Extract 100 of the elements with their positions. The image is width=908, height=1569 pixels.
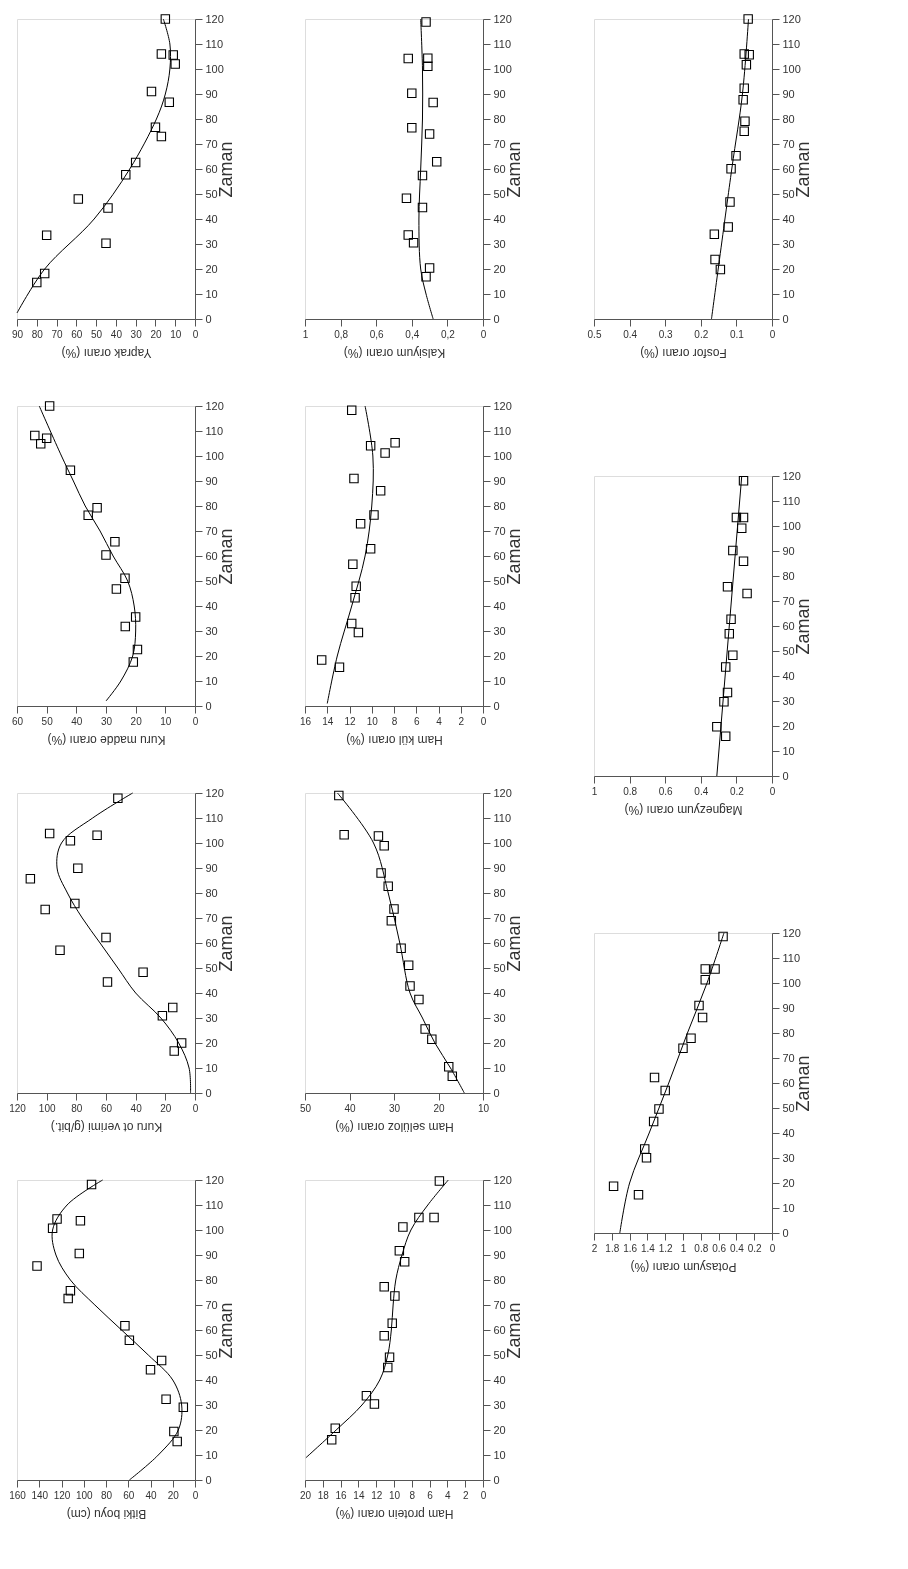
y-tick-label: 0 — [782, 769, 789, 782]
point — [423, 61, 433, 71]
x-tick-label: 50 — [299, 1102, 312, 1114]
point — [726, 164, 736, 174]
x-tick-label: 0,4 — [405, 328, 420, 340]
point — [608, 1181, 619, 1191]
x-tick-label: 30 — [388, 1102, 401, 1114]
point — [170, 59, 180, 69]
x-tick-label: 20 — [150, 328, 162, 340]
y-tick-label: 90 — [493, 87, 506, 100]
x-tick-label: 80 — [31, 328, 44, 340]
y-tick-label: 40 — [493, 986, 506, 999]
y-tick-label: 110 — [493, 1198, 512, 1211]
y-tick-label: 20 — [493, 1036, 506, 1049]
point — [40, 904, 50, 915]
x-tick-label: 160 — [9, 1489, 27, 1501]
y-tick-label: 70 — [493, 911, 506, 924]
x-tick-label: 20 — [299, 1489, 312, 1501]
point — [640, 1144, 650, 1154]
point — [168, 50, 178, 60]
x-tick-label: 0.4 — [729, 1242, 745, 1254]
y-tick-label: 110 — [205, 424, 224, 437]
point — [641, 1153, 652, 1163]
y-tick-label: 100 — [205, 836, 224, 849]
y-tick-label: 90 — [782, 87, 795, 100]
y-tick-label: 20 — [782, 1176, 795, 1189]
point — [355, 519, 366, 529]
point — [389, 904, 399, 914]
point — [709, 229, 720, 239]
point — [403, 230, 413, 240]
point — [334, 790, 344, 801]
y-tick-label: 40 — [205, 599, 218, 612]
point — [169, 1426, 179, 1437]
point — [744, 50, 754, 60]
point — [383, 1362, 393, 1373]
x-axis-title: Ham selüloz oranı (%) — [335, 1119, 454, 1134]
y-tick-label: 50 — [493, 961, 506, 974]
point — [138, 967, 148, 977]
y-tick-label: 40 — [205, 986, 218, 999]
point — [365, 544, 376, 554]
point — [720, 662, 731, 672]
y-tick-label: 50 — [782, 187, 795, 200]
y-tick-label: 90 — [782, 1001, 795, 1014]
x-tick-label: 60 — [71, 328, 83, 340]
x-tick-label: 10 — [388, 1489, 401, 1501]
y-tick-label: 50 — [205, 1348, 218, 1361]
y-tick-label: 100 — [782, 62, 801, 75]
point — [718, 931, 728, 942]
point — [414, 994, 424, 1005]
point — [128, 657, 139, 667]
y-tick-label: 40 — [493, 1373, 506, 1386]
x-tick-label: 0.5 — [587, 328, 602, 340]
point — [417, 170, 428, 181]
point — [52, 1214, 62, 1224]
y-tick-label: 10 — [493, 1061, 506, 1074]
x-tick-label: 100 — [38, 1102, 56, 1114]
x-axis-title: Yaprak oranı (%) — [61, 345, 152, 360]
point — [633, 1190, 644, 1200]
y-tick-label: 120 — [493, 1173, 512, 1186]
y-tick-label: 20 — [493, 1423, 506, 1436]
x-tick-label: 60 — [11, 715, 24, 727]
y-tick-label: 0 — [782, 1226, 789, 1239]
point — [150, 122, 161, 132]
point — [731, 512, 742, 523]
y-tick-label: 20 — [493, 649, 506, 662]
y-tick-label: 110 — [205, 37, 224, 50]
point — [408, 238, 419, 248]
point — [431, 157, 442, 167]
y-tick-label: 30 — [782, 1151, 795, 1164]
y-tick-label: 100 — [493, 449, 512, 462]
y-tick-label: 40 — [205, 1373, 218, 1386]
x-tick-label: 0.8 — [694, 1242, 709, 1254]
point — [424, 263, 435, 273]
x-tick-label: 120 — [9, 1102, 27, 1114]
point — [738, 512, 749, 523]
y-tick-label: 60 — [493, 162, 506, 175]
point — [65, 836, 76, 846]
point — [86, 1179, 97, 1190]
point — [70, 898, 80, 909]
x-axis-title: Fosfor oranı (%) — [640, 345, 727, 360]
point — [65, 465, 76, 475]
point — [387, 1318, 397, 1328]
y-tick-label: 90 — [205, 861, 218, 874]
x-tick-label: 0,2 — [440, 328, 456, 340]
y-tick-label: 70 — [493, 1298, 506, 1311]
point — [417, 202, 428, 213]
point — [346, 405, 357, 415]
x-tick-label: 0 — [192, 1489, 199, 1501]
x-tick-label: 16 — [299, 715, 312, 727]
point — [444, 1062, 454, 1072]
y-tick-label: 110 — [493, 37, 512, 50]
x-tick-label: 90 — [11, 328, 24, 340]
point — [145, 1365, 156, 1375]
x-tick-label: 30 — [130, 328, 143, 340]
x-tick-label: 50 — [41, 715, 54, 727]
point — [396, 943, 406, 953]
x-tick-label: 0.4 — [694, 785, 709, 797]
y-tick-label: 30 — [493, 1398, 506, 1411]
y-tick-label: 0 — [205, 699, 212, 712]
x-tick-label: 4 — [436, 715, 443, 727]
